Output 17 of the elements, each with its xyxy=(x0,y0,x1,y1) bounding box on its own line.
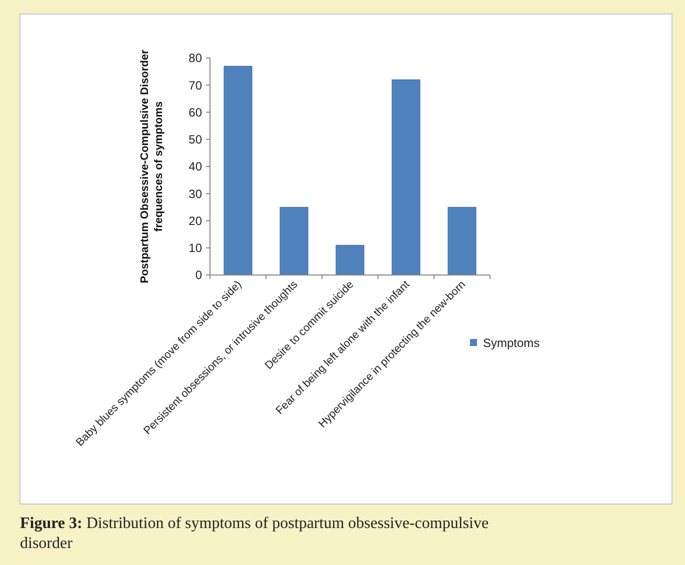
bar xyxy=(448,206,476,276)
bar xyxy=(336,244,364,276)
y-tick-label: 30 xyxy=(188,186,202,201)
y-tick-label: 60 xyxy=(188,105,202,120)
y-tick-label: 50 xyxy=(188,132,202,147)
bar xyxy=(392,79,420,276)
legend-label: Symptoms xyxy=(483,336,540,350)
y-axis-title: Postpartum Obsessive-Compulsive Disorder frequences of symptoms xyxy=(139,49,165,284)
y-tick-label: 10 xyxy=(188,241,202,256)
bar xyxy=(280,206,308,276)
y-tick-label: 40 xyxy=(188,160,202,174)
y-tick-label: 70 xyxy=(188,78,202,92)
y-tick-label: 0 xyxy=(195,268,202,282)
y-tick-label: 20 xyxy=(188,214,202,228)
bar xyxy=(224,66,252,276)
y-tick-label: 80 xyxy=(188,51,202,66)
text: Figure 3: Distribution of symptoms of postpartum obsessive-compulsive disorder xyxy=(20,515,489,552)
